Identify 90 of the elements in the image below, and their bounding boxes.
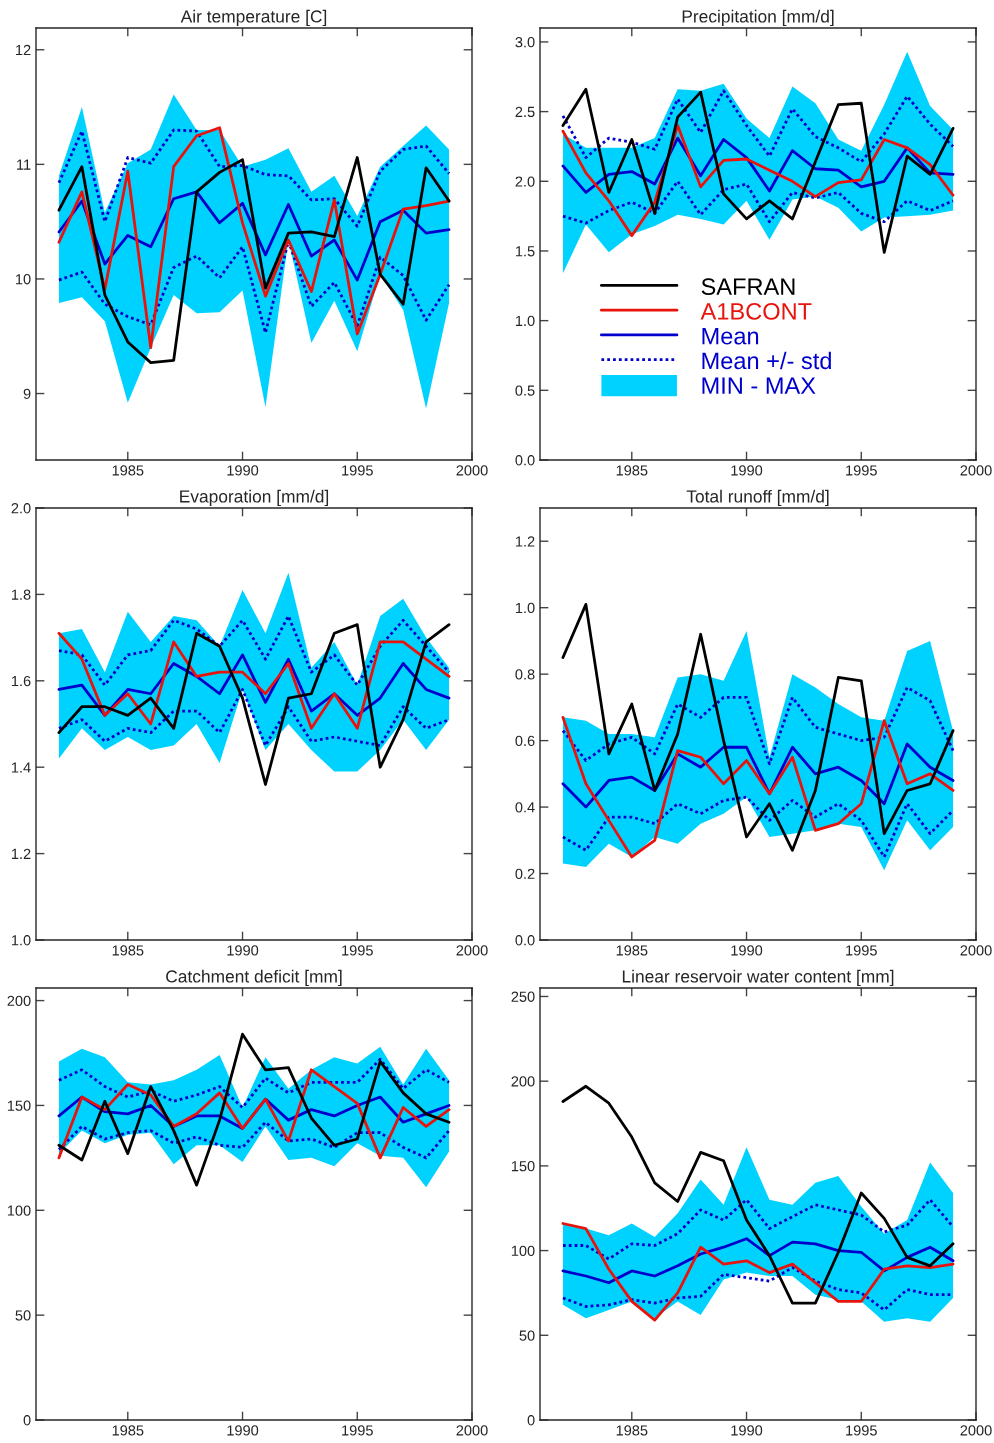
y-tick-label: 1.6 [11, 675, 31, 687]
legend-label: Mean +/- std [702, 351, 831, 370]
y-tick-label: 1.0 [515, 315, 535, 327]
y-tick-label: 0.6 [515, 735, 535, 747]
y-tick-label: 0.8 [515, 669, 535, 680]
y-tick-label: 0 [23, 1415, 31, 1426]
line-series [57, 1120, 451, 1160]
x-tick-label: 2000 [960, 465, 992, 476]
line-series [561, 686, 955, 766]
y-tick-label: 1.2 [515, 536, 535, 547]
x-tick-label: 1985 [112, 465, 144, 476]
y-tick-label: 0.2 [515, 868, 535, 879]
line-series [57, 614, 451, 687]
x-tick-label: 1990 [227, 1425, 259, 1436]
x-tick-label: 2000 [456, 465, 488, 476]
y-tick-label: 200 [511, 1076, 535, 1087]
y-tick-label: 0.5 [515, 385, 535, 396]
y-tick-label: 2.0 [515, 176, 535, 187]
y-tick-label: 50 [519, 1330, 535, 1341]
x-tick-label: 2000 [456, 1425, 488, 1436]
line-series [57, 128, 451, 228]
y-tick-label: 150 [7, 1100, 31, 1111]
y-tick-label: 3.0 [515, 37, 535, 48]
line-series [57, 623, 451, 786]
y-tick-label: 50 [15, 1310, 31, 1321]
legend-label: A1BCONT [700, 303, 812, 320]
chart-title: Total runoff [mm/d] [686, 489, 829, 507]
y-tick-label: 2.0 [11, 503, 31, 514]
line-series [561, 179, 955, 225]
line-series [561, 1237, 955, 1285]
line-series [57, 156, 451, 364]
line-series [561, 602, 955, 852]
x-tick-label: 1995 [342, 945, 373, 956]
chart-title: Catchment deficit [mm] [166, 969, 342, 987]
x-tick-label: 1990 [731, 1425, 763, 1436]
x-tick-label: 1990 [227, 465, 259, 476]
x-tick-label: 2000 [456, 945, 488, 956]
y-tick-label: 2.5 [515, 106, 535, 118]
y-tick-label: 1.4 [11, 762, 31, 773]
y-tick-label: 0.0 [515, 935, 535, 946]
x-tick-label: 1995 [846, 1425, 877, 1436]
y-tick-label: 1.0 [11, 935, 31, 946]
x-tick-label: 1990 [731, 465, 763, 476]
y-tick-label: 200 [7, 995, 31, 1007]
y-tick-label: 9 [23, 388, 31, 399]
y-tick-label: 0 [527, 1415, 535, 1426]
annotation: MIN - MAX [702, 377, 816, 394]
y-tick-label: 1.5 [515, 246, 535, 257]
y-tick-label: 100 [7, 1205, 31, 1216]
chart-title: Linear reservoir water content [mm] [622, 969, 894, 987]
x-tick-label: 1995 [342, 465, 373, 476]
line-series [57, 1068, 451, 1160]
x-tick-label: 1990 [227, 945, 259, 956]
legend-label: Mean [702, 328, 759, 345]
x-tick-label: 1985 [112, 945, 144, 956]
y-tick-label: 150 [511, 1160, 535, 1172]
line-series [561, 89, 955, 164]
line-series [561, 1222, 955, 1322]
x-tick-label: 1985 [616, 1425, 648, 1436]
y-tick-label: 1.8 [11, 589, 31, 600]
chart-title: Precipitation [mm/d] [682, 9, 834, 27]
x-tick-label: 1995 [846, 465, 877, 476]
y-tick-label: 0.4 [515, 802, 535, 813]
line-series [561, 1198, 955, 1261]
y-tick-label: 12 [16, 44, 31, 56]
y-tick-label: 250 [511, 991, 535, 1002]
line-series [57, 126, 451, 350]
line-series [57, 1057, 451, 1109]
y-tick-label: 0.0 [515, 455, 535, 466]
chart-title: Evaporation [mm/d] [180, 489, 329, 507]
x-tick-label: 1985 [616, 945, 648, 956]
chart-title: Air temperature [C] [180, 9, 327, 27]
legend-label: SAFRAN [701, 278, 795, 296]
x-tick-label: 1985 [112, 1425, 144, 1436]
y-tick-label: 100 [511, 1245, 535, 1257]
x-tick-label: 2000 [960, 1425, 992, 1436]
x-tick-label: 1985 [616, 465, 648, 476]
y-tick-label: 11 [17, 159, 31, 170]
line-series [561, 87, 955, 254]
line-series [57, 631, 451, 730]
y-tick-label: 1.0 [515, 602, 535, 614]
y-tick-label: 1.2 [11, 848, 31, 859]
line-series [561, 1084, 955, 1305]
x-tick-label: 1990 [731, 945, 763, 956]
line-series [561, 715, 955, 859]
line-series [561, 795, 955, 859]
y-tick-label: 10 [16, 274, 31, 285]
x-tick-label: 1995 [846, 945, 877, 956]
x-tick-label: 1995 [342, 1425, 373, 1436]
x-tick-label: 2000 [960, 945, 992, 956]
